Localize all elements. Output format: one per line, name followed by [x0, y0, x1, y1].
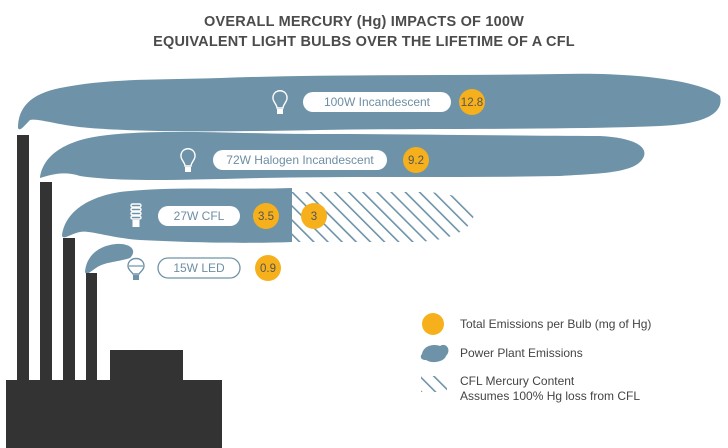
cfl-mercury-content-area — [292, 192, 475, 242]
bulb-label-pill — [157, 257, 241, 279]
bulb-row: 15W LED 0.9 — [127, 255, 281, 281]
emission-value-marker — [459, 89, 485, 115]
chart-title-line-1: OVERALL MERCURY (Hg) IMPACTS OF 100W — [204, 14, 524, 30]
legend-cfl-content-note: Assumes 100% Hg loss from CFL — [460, 389, 640, 403]
legend-power-plant-swatch — [420, 344, 449, 363]
smoke-plume — [85, 243, 134, 274]
legend: Total Emissions per Bulb (mg of Hg) Powe… — [420, 313, 651, 403]
emission-value-label: 3.5 — [258, 211, 274, 223]
factory-icon — [6, 135, 222, 448]
bulb-label-pill — [158, 206, 240, 226]
legend-total-emissions-label: Total Emissions per Bulb (mg of Hg) — [460, 317, 651, 331]
emission-value-marker — [253, 203, 279, 229]
led-bulb-icon — [127, 257, 145, 280]
bulb-label: 27W CFL — [174, 209, 225, 223]
emission-value-marker — [403, 147, 429, 173]
bulb-rows: 100W Incandescent 12.8 72W Halogen Incande… — [127, 89, 485, 281]
bulb-label: 15W LED — [173, 261, 225, 275]
legend-power-plant-label: Power Plant Emissions — [460, 346, 583, 360]
bulb-row: 72W Halogen Incandescent 9.2 — [180, 147, 429, 173]
incandescent-bulb-icon — [272, 90, 288, 114]
emission-value-label: 0.9 — [260, 263, 276, 275]
emission-value-label: 3 — [311, 211, 317, 223]
bulb-label: 100W Incandescent — [324, 95, 431, 109]
chart-title-line-2: EQUIVALENT LIGHT BULBS OVER THE LIFETIME… — [153, 34, 575, 50]
bulb-label-pill — [303, 92, 451, 112]
emission-value-label: 12.8 — [461, 97, 483, 109]
bulb-row: 27W CFL 3.5 3 — [130, 203, 327, 229]
bulb-label-pill — [213, 150, 387, 170]
legend-cfl-content-swatch — [421, 376, 447, 392]
halogen-bulb-icon — [180, 148, 196, 172]
emission-value-marker — [301, 203, 327, 229]
bulb-label: 72W Halogen Incandescent — [226, 153, 374, 167]
legend-cfl-content-label: CFL Mercury Content — [460, 374, 575, 388]
emission-value-label: 9.2 — [408, 155, 424, 167]
cfl-bulb-icon — [130, 203, 142, 227]
legend-total-emissions-swatch — [422, 313, 444, 335]
bulb-row: 100W Incandescent 12.8 — [272, 89, 485, 115]
emission-value-marker — [255, 255, 281, 281]
